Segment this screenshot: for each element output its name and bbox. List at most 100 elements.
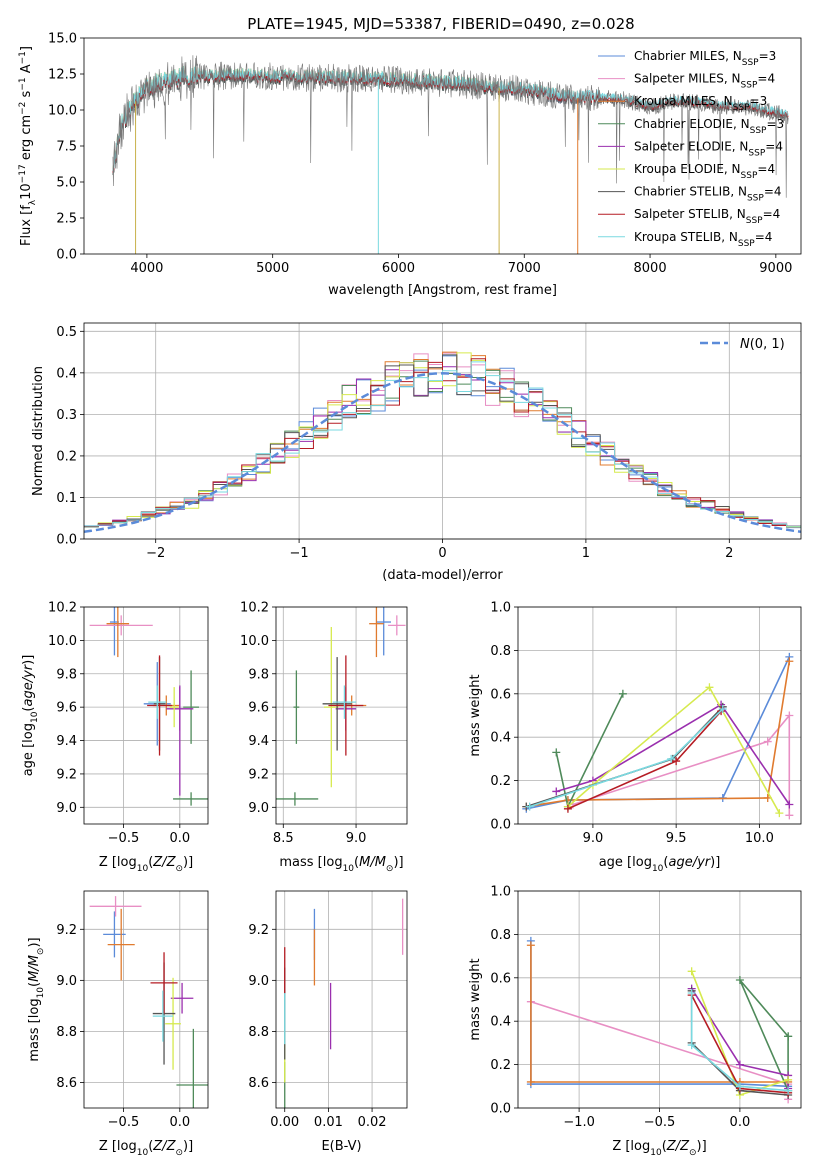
y-axis-label: Flux [fλ10−17 erg cm−2 s−1 A−1]: [18, 46, 38, 246]
x-tick-label: −0.5: [108, 1115, 140, 1130]
x-tick-label: −1: [290, 546, 309, 561]
y-tick-label: 0.8: [490, 644, 511, 659]
weight-marker: [552, 787, 561, 796]
x-tick-label: 0.0: [730, 1115, 751, 1130]
error-bars: [284, 898, 404, 1108]
histogram-step: [84, 351, 801, 529]
y-tick-label: 0.0: [56, 533, 77, 548]
y-tick-label: 9.8: [56, 667, 77, 682]
y-tick-label: 10.0: [240, 634, 269, 649]
weight-marker: [687, 988, 696, 997]
error-bars: [276, 607, 406, 806]
x-axis-label: Z [log10(Z/Z⊙)]: [612, 1139, 706, 1158]
y-tick-label: 0.2: [490, 1058, 511, 1073]
legend-entry: Salpeter ELODIE, NSSP=4: [634, 139, 783, 158]
y-tick-label: 1.0: [490, 601, 511, 616]
axes-frame: [517, 890, 802, 1109]
weight-marker: [705, 683, 714, 692]
y-tick-label: 5.0: [56, 176, 77, 191]
y-tick-label: 9.8: [248, 667, 269, 682]
weight-vs-age-panel: 9.0 9.5 10.0 0.0 0.2 0.4 0.6 0.8 1.0 age [log10(a…: [468, 601, 802, 874]
axes-frame: [83, 606, 209, 825]
y-tick-label: 10.0: [48, 104, 77, 119]
x-tick-label: −1.0: [563, 1115, 595, 1130]
x-tick-label: −0.5: [108, 831, 140, 846]
x-tick-label: 4000: [130, 261, 163, 276]
y-tick-label: 9.2: [56, 923, 77, 938]
x-tick-label: 0.0: [169, 1115, 190, 1130]
weight-marker: [785, 811, 794, 820]
y-tick-label: 0.5: [56, 325, 77, 340]
y-tick-label: 1.0: [490, 885, 511, 900]
weight-marker: [563, 804, 572, 813]
legend-entry: Chabrier MILES, NSSP=3: [634, 49, 776, 68]
y-tick-label: 0.1: [56, 491, 77, 506]
x-tick-label: 0.0: [169, 831, 190, 846]
normal-curve: [84, 372, 801, 533]
y-tick-label: 9.0: [56, 801, 77, 816]
y-tick-label: 10.2: [48, 601, 77, 616]
mass-vs-metallicity-panel: −0.5 0.0 8.6 8.8 9.0 9.2 Z [log10(Z/Z⊙)] mass […: [27, 890, 209, 1158]
weight-marker: [784, 1032, 793, 1041]
weight-series: [522, 652, 794, 820]
y-tick-label: 0.4: [490, 1015, 511, 1030]
weight-line: [556, 703, 790, 805]
y-axis-label: mass [log10(M/M⊙)]: [27, 937, 46, 1061]
y-tick-label: 15.0: [48, 32, 77, 47]
y-tick-label: 9.4: [56, 734, 77, 749]
weight-marker: [526, 941, 535, 950]
weight-marker: [735, 1060, 744, 1069]
y-tick-label: 8.8: [248, 1025, 269, 1040]
weight-line: [530, 945, 789, 1083]
weight-marker: [785, 657, 794, 666]
x-tick-label: 8000: [634, 261, 667, 276]
age-vs-metallicity-panel: −0.5 0.0 9.0 9.2 9.4 9.6 9.8 10.0 10.2 Z [log10(Z…: [21, 601, 209, 874]
weight-series: [526, 936, 793, 1104]
y-axis-label: Normed distribution: [31, 366, 46, 496]
spectrum-panel: 4000 5000 6000 7000 8000 9000 0.0 2.5 5.0 7.5 10.0…: [18, 32, 802, 298]
y-tick-label: 9.0: [248, 974, 269, 989]
weight-marker: [785, 800, 794, 809]
x-axis-label: mass [log10(M/M⊙)]: [279, 855, 403, 874]
spectrum-legend: Chabrier MILES, NSSP=3 Salpeter MILES, NS…: [598, 49, 784, 249]
y-tick-label: 9.2: [56, 767, 77, 782]
x-tick-label: 0: [438, 546, 446, 561]
x-tick-label: 1: [582, 546, 590, 561]
y-axis-label: mass weight: [468, 958, 483, 1040]
x-tick-label: −2: [146, 546, 165, 561]
x-axis-label: Z [log10(Z/Z⊙)]: [99, 855, 193, 874]
data-spectrum-line: [112, 55, 789, 198]
histogram-step: [84, 360, 801, 530]
mass-vs-ebv-panel: 0.00 0.01 0.02 8.6 8.8 9.0 9.2 E(B-V): [248, 890, 408, 1154]
y-tick-label: 0.2: [56, 449, 77, 464]
legend-entry: Kroupa ELODIE, NSSP=4: [634, 162, 775, 181]
weight-marker: [785, 711, 794, 720]
weight-line: [567, 686, 781, 814]
x-tick-label: 6000: [382, 261, 415, 276]
spectrum-lines: [112, 55, 789, 254]
x-tick-label: 9000: [759, 261, 792, 276]
y-tick-label: 10.2: [240, 601, 269, 616]
y-tick-label: 0.0: [490, 818, 511, 833]
y-tick-label: 9.2: [248, 923, 269, 938]
histogram-step: [84, 361, 801, 530]
legend-entry: Salpeter MILES, NSSP=4: [634, 72, 775, 91]
legend-entry: Salpeter STELIB, NSSP=4: [634, 207, 780, 226]
legend-entry: Chabrier STELIB, NSSP=4: [634, 185, 782, 204]
error-bars: [89, 607, 208, 806]
x-tick-label: 2: [725, 546, 733, 561]
x-tick-label: 9.0: [346, 831, 367, 846]
weight-marker: [775, 809, 784, 818]
legend-entry: N(0, 1): [740, 337, 785, 352]
y-tick-label: 9.4: [248, 734, 269, 749]
weight-marker: [763, 737, 772, 746]
x-tick-label: −0.5: [644, 1115, 676, 1130]
histograms: [84, 351, 801, 533]
y-tick-label: 12.5: [48, 68, 77, 83]
weight-marker: [618, 689, 627, 698]
weight-marker: [552, 748, 561, 757]
legend-entry: Kroupa MILES, NSSP=3: [634, 94, 767, 113]
age-vs-mass-panel: 8.5 9.0 9.0 9.2 9.4 9.6 9.8 10.0 10.2 mass [log10…: [240, 601, 408, 874]
y-tick-label: 9.0: [56, 974, 77, 989]
y-tick-label: 0.6: [490, 687, 511, 702]
